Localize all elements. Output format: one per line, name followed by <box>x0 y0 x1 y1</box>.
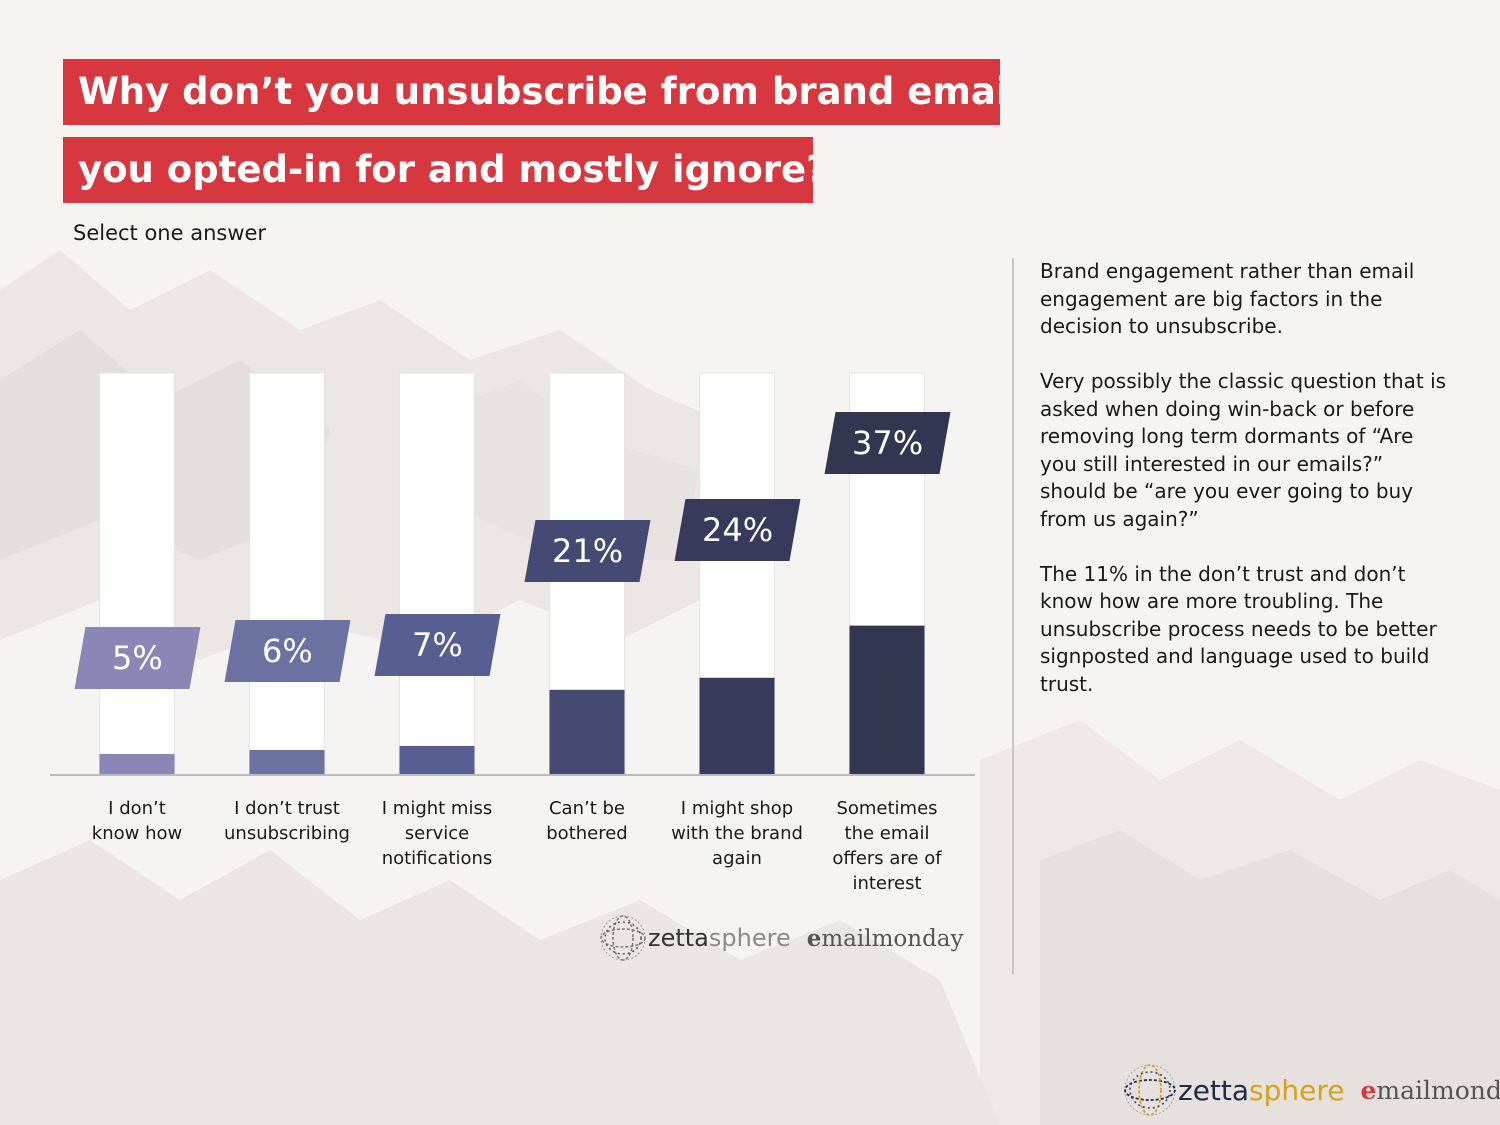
emailmonday-logo-text: emailmonday <box>806 924 964 952</box>
commentary-panel: Brand engagement rather than email engag… <box>1040 258 1450 726</box>
bar-track <box>249 372 325 775</box>
value-label-1: 5% <box>74 627 200 689</box>
title-line-1: Why don’t you unsubscribe from brand ema… <box>63 59 1000 125</box>
value-label-text: 37% <box>851 424 923 462</box>
title-line-2: you opted-in for and mostly ignore? <box>63 137 813 203</box>
value-label-6: 37% <box>824 412 950 474</box>
value-label-4: 21% <box>524 519 650 582</box>
category-label-3: I might miss service notifications <box>381 798 493 869</box>
commentary-paragraph-1: Brand engagement rather than email engag… <box>1040 259 1415 338</box>
brand-logos-chart: zettasphere emailmonday <box>598 913 964 963</box>
value-label-text: 21% <box>551 531 623 570</box>
bar-track <box>399 372 475 775</box>
emailmonday-logo-text: emailmonday <box>1360 1075 1500 1105</box>
value-label-text: 6% <box>261 632 313 671</box>
brand-logos-footer: zettasphere emailmonday <box>1122 1062 1500 1118</box>
vertical-divider <box>1012 258 1014 974</box>
commentary-paragraph-3: The 11% in the don’t trust and don’t kno… <box>1040 561 1437 696</box>
bar-2 <box>249 749 325 774</box>
category-label-2: I don’t trust unsubscribing <box>224 798 350 844</box>
zettasphere-globe-icon <box>1124 1064 1176 1116</box>
category-label-1: I don’t know how <box>91 798 183 844</box>
zettasphere-logo-text: zettasphere <box>1178 1073 1345 1107</box>
bar-5 <box>699 677 775 774</box>
value-label-text: 24% <box>701 511 773 550</box>
value-label-2: 6% <box>224 620 350 683</box>
bar-1 <box>99 753 175 774</box>
bar-3 <box>399 745 475 774</box>
category-label-5: I might shop with the brand again <box>671 798 803 869</box>
commentary-paragraph-2: Very possibly the classic question that … <box>1040 369 1447 531</box>
bar-4 <box>549 689 625 774</box>
zettasphere-globe-icon <box>600 915 646 961</box>
zettasphere-logo-text: zettasphere <box>648 924 791 952</box>
bar-6 <box>849 625 925 774</box>
category-label-6: Sometimes the email offers are of interest <box>832 798 942 894</box>
value-label-text: 7% <box>411 625 463 664</box>
bar-track <box>99 372 175 775</box>
value-label-text: 5% <box>111 639 163 677</box>
category-label-4: Can’t be bothered <box>546 798 628 844</box>
subtitle: Select one answer <box>73 221 267 245</box>
bar-chart: 5% I don’t know how 6% I don’t trust unsubscr… <box>40 360 985 905</box>
value-label-3: 7% <box>374 613 500 676</box>
value-label-5: 24% <box>674 499 800 562</box>
